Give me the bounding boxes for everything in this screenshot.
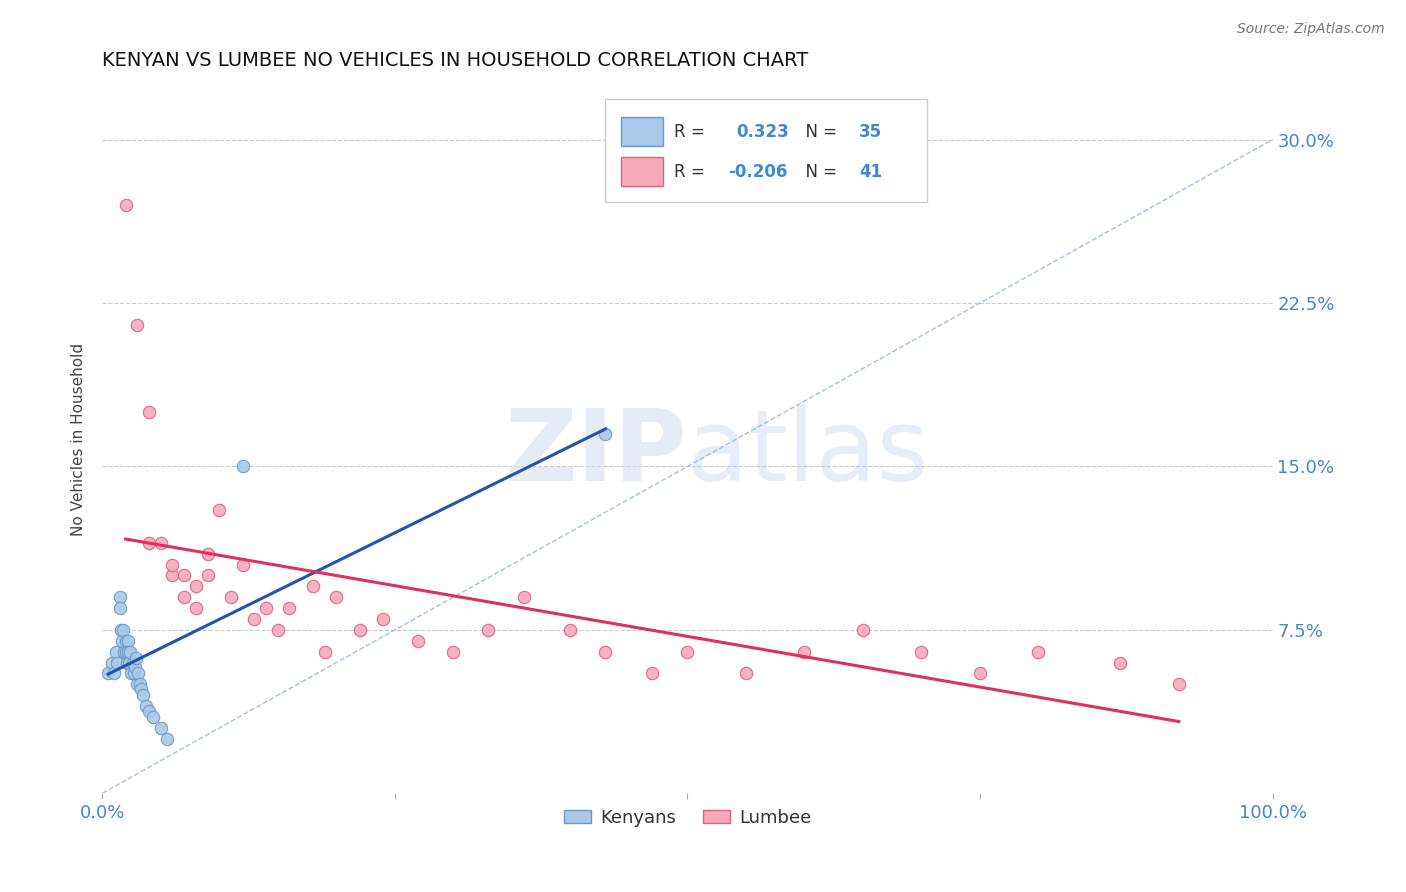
Point bbox=[138, 704, 160, 718]
Point bbox=[114, 198, 136, 212]
Point bbox=[184, 601, 207, 615]
Text: 0.323: 0.323 bbox=[737, 122, 789, 141]
Point bbox=[243, 612, 266, 626]
FancyBboxPatch shape bbox=[606, 99, 928, 202]
Point bbox=[735, 666, 758, 681]
Point bbox=[100, 656, 122, 670]
Point bbox=[477, 623, 499, 637]
Point bbox=[595, 426, 617, 441]
Point bbox=[149, 535, 172, 549]
Point bbox=[120, 645, 142, 659]
Point bbox=[111, 633, 134, 648]
Point bbox=[125, 651, 148, 665]
Point bbox=[197, 568, 219, 582]
Point bbox=[112, 623, 135, 637]
Point bbox=[108, 591, 131, 605]
Point bbox=[134, 699, 156, 714]
Point bbox=[108, 601, 131, 615]
Point bbox=[852, 623, 875, 637]
Point bbox=[371, 612, 394, 626]
Point bbox=[1028, 645, 1050, 659]
Point bbox=[969, 666, 991, 681]
Point bbox=[173, 568, 195, 582]
Point bbox=[197, 547, 219, 561]
Point bbox=[267, 623, 290, 637]
Point bbox=[118, 656, 141, 670]
Point bbox=[208, 503, 231, 517]
Text: 35: 35 bbox=[859, 122, 883, 141]
Point bbox=[138, 535, 160, 549]
Point bbox=[149, 721, 172, 735]
Text: ZIP: ZIP bbox=[505, 405, 688, 502]
Point bbox=[314, 645, 336, 659]
Point bbox=[162, 568, 184, 582]
Text: 41: 41 bbox=[859, 162, 883, 181]
Point bbox=[114, 645, 136, 659]
Point bbox=[115, 656, 138, 670]
Point bbox=[1167, 677, 1189, 691]
FancyBboxPatch shape bbox=[620, 157, 662, 186]
Point bbox=[162, 558, 184, 572]
Point bbox=[121, 666, 143, 681]
Point bbox=[441, 645, 464, 659]
Point bbox=[132, 688, 155, 702]
Point bbox=[1109, 656, 1132, 670]
Point bbox=[122, 666, 145, 681]
Point bbox=[127, 318, 149, 332]
Point bbox=[641, 666, 664, 681]
Point bbox=[124, 660, 146, 674]
Point bbox=[103, 666, 125, 681]
Point bbox=[302, 579, 325, 593]
Point bbox=[910, 645, 932, 659]
Point bbox=[129, 681, 152, 696]
Point bbox=[110, 623, 132, 637]
Text: atlas: atlas bbox=[688, 405, 929, 502]
Text: N =: N = bbox=[794, 162, 842, 181]
Point bbox=[219, 591, 242, 605]
Point bbox=[138, 405, 160, 419]
Text: Source: ZipAtlas.com: Source: ZipAtlas.com bbox=[1237, 22, 1385, 37]
Point bbox=[121, 656, 143, 670]
FancyBboxPatch shape bbox=[620, 117, 662, 146]
Point bbox=[114, 645, 136, 659]
Point bbox=[128, 666, 150, 681]
Point bbox=[155, 731, 177, 746]
Point bbox=[107, 656, 129, 670]
Point bbox=[512, 591, 534, 605]
Point bbox=[793, 645, 815, 659]
Point bbox=[406, 633, 429, 648]
Text: KENYAN VS LUMBEE NO VEHICLES IN HOUSEHOLD CORRELATION CHART: KENYAN VS LUMBEE NO VEHICLES IN HOUSEHOL… bbox=[103, 51, 808, 70]
Point bbox=[278, 601, 301, 615]
Point bbox=[676, 645, 699, 659]
Point bbox=[127, 677, 149, 691]
Text: N =: N = bbox=[794, 122, 842, 141]
Point bbox=[105, 645, 128, 659]
Point bbox=[560, 623, 582, 637]
Point bbox=[141, 710, 163, 724]
Point bbox=[325, 591, 347, 605]
Point bbox=[595, 645, 617, 659]
Text: -0.206: -0.206 bbox=[728, 162, 787, 181]
Point bbox=[349, 623, 371, 637]
Point bbox=[232, 459, 254, 474]
Point bbox=[173, 591, 195, 605]
Point bbox=[128, 677, 150, 691]
Point bbox=[232, 558, 254, 572]
Point bbox=[117, 633, 139, 648]
Point bbox=[254, 601, 277, 615]
Y-axis label: No Vehicles in Household: No Vehicles in Household bbox=[72, 343, 86, 536]
Legend: Kenyans, Lumbee: Kenyans, Lumbee bbox=[557, 801, 818, 834]
Text: R =: R = bbox=[675, 122, 716, 141]
Point bbox=[97, 666, 120, 681]
Point bbox=[117, 645, 139, 659]
Point bbox=[114, 633, 136, 648]
Point bbox=[184, 579, 207, 593]
Text: R =: R = bbox=[675, 162, 710, 181]
